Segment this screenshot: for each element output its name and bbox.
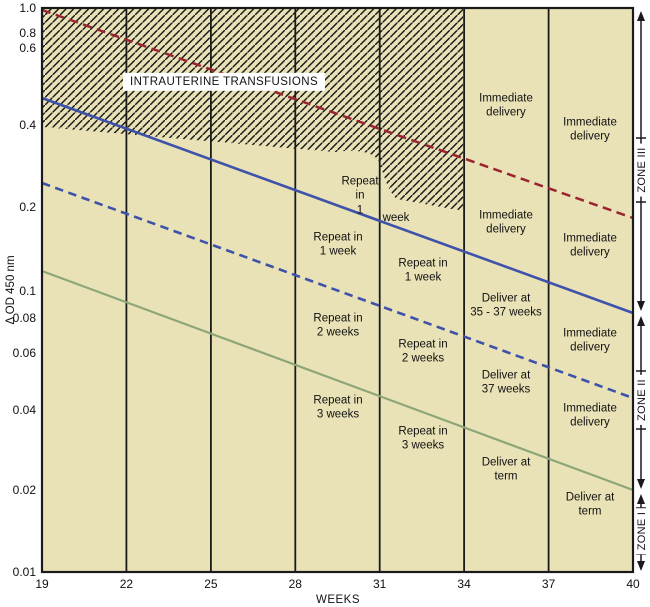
y-axis-title: Δ OD 450 nm (5, 255, 17, 325)
annotation-repeat-2-weeks-a: Repeat in 2 weeks (313, 312, 363, 339)
annotation-immediate-delivery-1: Immediate delivery (479, 92, 533, 119)
x-tick-40: 40 (626, 577, 640, 591)
annotation-immediate-delivery-2: Immediate delivery (479, 209, 533, 236)
y-tick-0.06: 0.06 (12, 346, 36, 360)
annotation-repeat-1-week-b: Repeat in 1 week (398, 257, 448, 284)
y-tick-0.1: 0.1 (19, 284, 36, 298)
y-tick-0.8: 0.8 (19, 26, 36, 40)
vertical-gridlines (125, 8, 550, 572)
annotation-immediate-delivery-5: Immediate delivery (563, 327, 617, 354)
x-tick-31: 31 (373, 577, 387, 591)
annotation-deliver-at-term-a: Deliver at term (481, 456, 531, 483)
blue-dashed-line (41, 181, 634, 400)
y-tick-0.2: 0.2 (19, 200, 36, 214)
annotation-week: week (382, 211, 410, 224)
annotation-deliver-37-weeks: Deliver at 37 weeks (481, 369, 531, 396)
intrauterine-transfusions-label: INTRAUTERINE TRANSFUSIONS (122, 72, 326, 92)
annotation-repeat-1-week-a: Repeat in 1 week (313, 231, 363, 258)
hatched-region (43, 9, 463, 211)
zone-iii-label: ZONE III (635, 143, 649, 197)
annotation-repeat-3-weeks-a: Repeat in 3 weeks (313, 394, 363, 421)
annotation-immediate-delivery-6: Immediate delivery (563, 402, 617, 429)
zone-arrows (636, 11, 646, 571)
y-tick-0.04: 0.04 (12, 403, 36, 417)
annotation-deliver-35-37-weeks: Deliver at 35 - 37 weeks (470, 292, 542, 319)
x-tick-37: 37 (541, 577, 556, 591)
y-tick-0.6: 0.6 (19, 41, 36, 55)
annotation-repeat-in-1: Repeat in 1 (341, 175, 379, 217)
annotation-deliver-at-term-b: Deliver at term (565, 491, 615, 518)
plot-border (40, 6, 635, 574)
dark-red-dashed-line (41, 8, 634, 220)
y-tick-0.4: 0.4 (19, 118, 36, 132)
annotation-repeat-2-weeks-b: Repeat in 2 weeks (398, 338, 448, 365)
blue-solid-line (41, 96, 634, 315)
y-tick-1.0: 1.0 (19, 1, 36, 15)
y-tick-0.08: 0.08 (12, 311, 36, 325)
x-tick-28: 28 (288, 577, 302, 591)
y-tick-0.01: 0.01 (12, 565, 36, 579)
y-tick-0.02: 0.02 (12, 483, 36, 497)
x-tick-19: 19 (35, 577, 49, 591)
zone-i-label: ZONE I (635, 507, 649, 555)
annotation-repeat-3-weeks-b: Repeat in 3 weeks (398, 425, 448, 452)
annotation-immediate-delivery-4: Immediate delivery (563, 232, 617, 259)
annotation-immediate-delivery-3: Immediate delivery (563, 116, 617, 143)
x-tick-34: 34 (457, 577, 471, 591)
x-tick-25: 25 (204, 577, 218, 591)
green-solid-line (41, 269, 634, 492)
zone-ii-label: ZONE II (635, 375, 649, 425)
x-axis-title: WEEKS (315, 594, 361, 606)
x-tick-22: 22 (119, 577, 134, 591)
